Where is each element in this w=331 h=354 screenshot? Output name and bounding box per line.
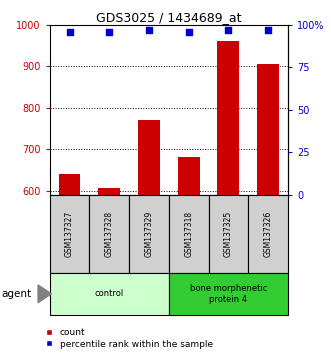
Polygon shape (38, 285, 51, 303)
Bar (129, 195, 169, 273)
Point (67, 29, 72, 34)
Bar (257, 64, 279, 195)
Bar (209, 195, 248, 273)
Bar (248, 195, 288, 273)
Text: GSM137328: GSM137328 (105, 211, 114, 257)
Text: bone morphenetic
protein 4: bone morphenetic protein 4 (190, 284, 267, 303)
Title: GDS3025 / 1434689_at: GDS3025 / 1434689_at (96, 11, 242, 24)
Text: GSM137325: GSM137325 (224, 211, 233, 257)
Bar (59, 174, 80, 195)
Bar (169, 273, 288, 315)
Text: GSM137318: GSM137318 (184, 211, 193, 257)
Bar (217, 41, 239, 195)
Text: GSM137327: GSM137327 (65, 211, 74, 257)
Point (107, 29, 112, 34)
Text: control: control (95, 289, 124, 298)
Point (186, 29, 191, 34)
Legend: count, percentile rank within the sample: count, percentile rank within the sample (44, 327, 213, 349)
Bar (50, 273, 169, 315)
Bar (178, 158, 200, 195)
Bar (138, 120, 160, 195)
Bar (50, 195, 89, 273)
Bar (169, 195, 209, 273)
Text: GSM137329: GSM137329 (144, 211, 154, 257)
Point (265, 27, 271, 33)
Bar (98, 188, 120, 195)
Point (146, 27, 152, 33)
Point (226, 27, 231, 33)
Text: GSM137326: GSM137326 (263, 211, 273, 257)
Bar (89, 195, 129, 273)
Text: agent: agent (2, 289, 32, 299)
